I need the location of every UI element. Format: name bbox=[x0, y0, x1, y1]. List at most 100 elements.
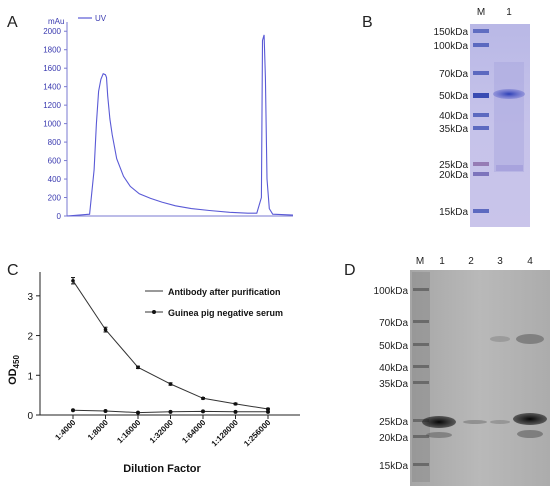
gel-d-marker-lane bbox=[412, 272, 430, 482]
chromatogram-y-tick-label: 0 bbox=[57, 212, 62, 221]
gel-d-marker-band bbox=[413, 365, 429, 368]
chromatogram-y-tick-label: 400 bbox=[48, 175, 62, 184]
chromatogram-y-tick-label: 2000 bbox=[43, 27, 61, 36]
elisa-series-antibody-line bbox=[72, 280, 269, 410]
elisa-point-negative bbox=[168, 409, 173, 414]
gel-d-lane-label-4: 4 bbox=[527, 256, 533, 267]
panel-label-a: A bbox=[7, 14, 18, 31]
gel-b-marker-label: 100kDa bbox=[434, 41, 469, 52]
chromatogram-legend-label: UV bbox=[95, 14, 107, 23]
elisa-x-tick-label: 1:8000 bbox=[86, 418, 110, 442]
gel-d-marker-label: 15kDa bbox=[379, 461, 408, 472]
elisa-point-antibody bbox=[201, 396, 205, 401]
elisa-point-antibody bbox=[136, 365, 140, 370]
gel-d-marker-label: 70kDa bbox=[379, 318, 408, 329]
gel-b-lane-label-1: 1 bbox=[506, 7, 512, 18]
gel-b-marker-band bbox=[473, 43, 489, 47]
panel-label-d: D bbox=[344, 262, 356, 279]
elisa-point-negative bbox=[71, 408, 75, 413]
gel-b-marker-label: 20kDa bbox=[439, 170, 468, 181]
elisa-y-tick-label: 1 bbox=[27, 371, 33, 382]
gel-d-lane4-band-low bbox=[517, 430, 543, 438]
elisa-x-tick-label: 1:256000 bbox=[242, 418, 273, 449]
elisa-y-tick-label: 2 bbox=[27, 332, 33, 343]
gel-b-marker-label: 35kDa bbox=[439, 124, 468, 135]
elisa-point-antibody bbox=[266, 407, 270, 411]
gel-b: M 1 150kDa 100kDa 70kDa 50kDa 40kDa 35kD… bbox=[434, 7, 530, 227]
elisa-y-tick-label: 0 bbox=[27, 411, 33, 422]
elisa-x-tick-label: 1:64000 bbox=[180, 418, 208, 446]
chromatogram-y-tick-label: 200 bbox=[48, 194, 62, 203]
gel-d-lane3-band-50kda bbox=[490, 336, 510, 342]
chromatogram-chart: mAu UV 0 200 400 600 800 1000 1200 1400 1600 1800… bbox=[43, 14, 294, 221]
gel-b-marker-label: 40kDa bbox=[439, 111, 468, 122]
gel-b-marker-label: 150kDa bbox=[434, 27, 469, 38]
chromatogram-uv-trace bbox=[66, 34, 294, 217]
gel-d-lane-label-2: 2 bbox=[468, 256, 474, 267]
elisa-point-antibody bbox=[71, 278, 75, 283]
gel-d: M 1 2 3 4 100kDa 70kDa 50kDa 40kDa 35kDa… bbox=[374, 256, 550, 486]
gel-b-marker-band bbox=[473, 93, 489, 98]
gel-d-marker-band bbox=[413, 320, 429, 323]
gel-d-lane2-band-faint bbox=[463, 420, 487, 424]
gel-b-lane1-band-50kda bbox=[493, 89, 525, 99]
gel-d-lane4-band-25kda bbox=[513, 413, 547, 425]
gel-d-lane3-band-faint bbox=[490, 420, 510, 424]
gel-b-marker-label: 25kDa bbox=[439, 160, 468, 171]
panel-label-b: B bbox=[362, 14, 373, 31]
gel-d-marker-band bbox=[413, 435, 429, 438]
elisa-legend-marker-negative bbox=[152, 310, 156, 314]
elisa-point-antibody bbox=[233, 402, 238, 406]
chromatogram-y-tick-label: 1800 bbox=[43, 46, 61, 55]
elisa-chart: 0 1 2 3 1:4000 1:8000 1:16000 1:32000 1:64000 1:1… bbox=[7, 272, 300, 475]
gel-b-lane1-smear bbox=[494, 62, 524, 172]
gel-d-lane-label-1: 1 bbox=[439, 256, 445, 267]
chromatogram-y-tick-label: 1200 bbox=[43, 101, 61, 110]
chromatogram-y-tick-label: 600 bbox=[48, 157, 62, 166]
gel-b-background bbox=[470, 24, 530, 227]
gel-d-lane-label-3: 3 bbox=[497, 256, 503, 267]
chromatogram-y-tick-label: 1400 bbox=[43, 83, 61, 92]
gel-b-marker-band bbox=[473, 172, 489, 176]
gel-d-lane1-band-low bbox=[426, 432, 452, 438]
gel-d-marker-label: 40kDa bbox=[379, 363, 408, 374]
gel-d-marker-band bbox=[413, 381, 429, 384]
elisa-legend-label-antibody: Antibody after purification bbox=[168, 287, 281, 297]
gel-d-marker-label: 20kDa bbox=[379, 433, 408, 444]
gel-d-lane-label-m: M bbox=[416, 256, 424, 267]
elisa-point-negative bbox=[233, 409, 238, 414]
gel-d-marker-label: 50kDa bbox=[379, 341, 408, 352]
gel-b-marker-band bbox=[473, 126, 489, 130]
gel-b-marker-band bbox=[473, 209, 489, 213]
elisa-y-tick-label: 3 bbox=[27, 292, 33, 303]
gel-b-marker-band bbox=[473, 29, 489, 33]
elisa-legend-label-negative: Guinea pig negative serum bbox=[168, 308, 283, 318]
gel-d-marker-band bbox=[413, 419, 429, 422]
chromatogram-y-tick-label: 1600 bbox=[43, 64, 61, 73]
elisa-x-label: Dilution Factor bbox=[123, 463, 201, 475]
gel-d-marker-label: 25kDa bbox=[379, 417, 408, 428]
elisa-x-tick-label: 1:32000 bbox=[148, 418, 176, 446]
elisa-y-label-main: OD bbox=[7, 368, 19, 385]
gel-d-marker-band bbox=[413, 463, 429, 466]
elisa-y-label-sub: 450 bbox=[12, 355, 21, 369]
gel-b-lane1-faint-band bbox=[496, 165, 523, 171]
panel-label-c: C bbox=[7, 262, 19, 279]
elisa-point-negative bbox=[103, 409, 108, 414]
elisa-point-negative bbox=[136, 410, 140, 415]
elisa-point-antibody bbox=[103, 327, 108, 332]
gel-d-marker-band bbox=[413, 343, 429, 346]
gel-d-marker-band bbox=[413, 288, 429, 291]
gel-b-marker-label: 50kDa bbox=[439, 91, 468, 102]
gel-b-marker-band bbox=[473, 71, 489, 75]
elisa-x-tick-label: 1:4000 bbox=[53, 418, 77, 442]
gel-d-lane1-band-25kda bbox=[422, 416, 456, 428]
elisa-point-negative bbox=[201, 409, 205, 414]
gel-d-marker-label: 100kDa bbox=[374, 286, 409, 297]
gel-b-lane-label-m: M bbox=[477, 7, 485, 18]
gel-d-marker-label: 35kDa bbox=[379, 379, 408, 390]
elisa-point-negative bbox=[266, 409, 270, 414]
gel-b-marker-bands bbox=[473, 29, 489, 213]
chromatogram-y-tick-label: 1000 bbox=[43, 120, 61, 129]
gel-d-lane4-band-50kda bbox=[516, 334, 544, 344]
